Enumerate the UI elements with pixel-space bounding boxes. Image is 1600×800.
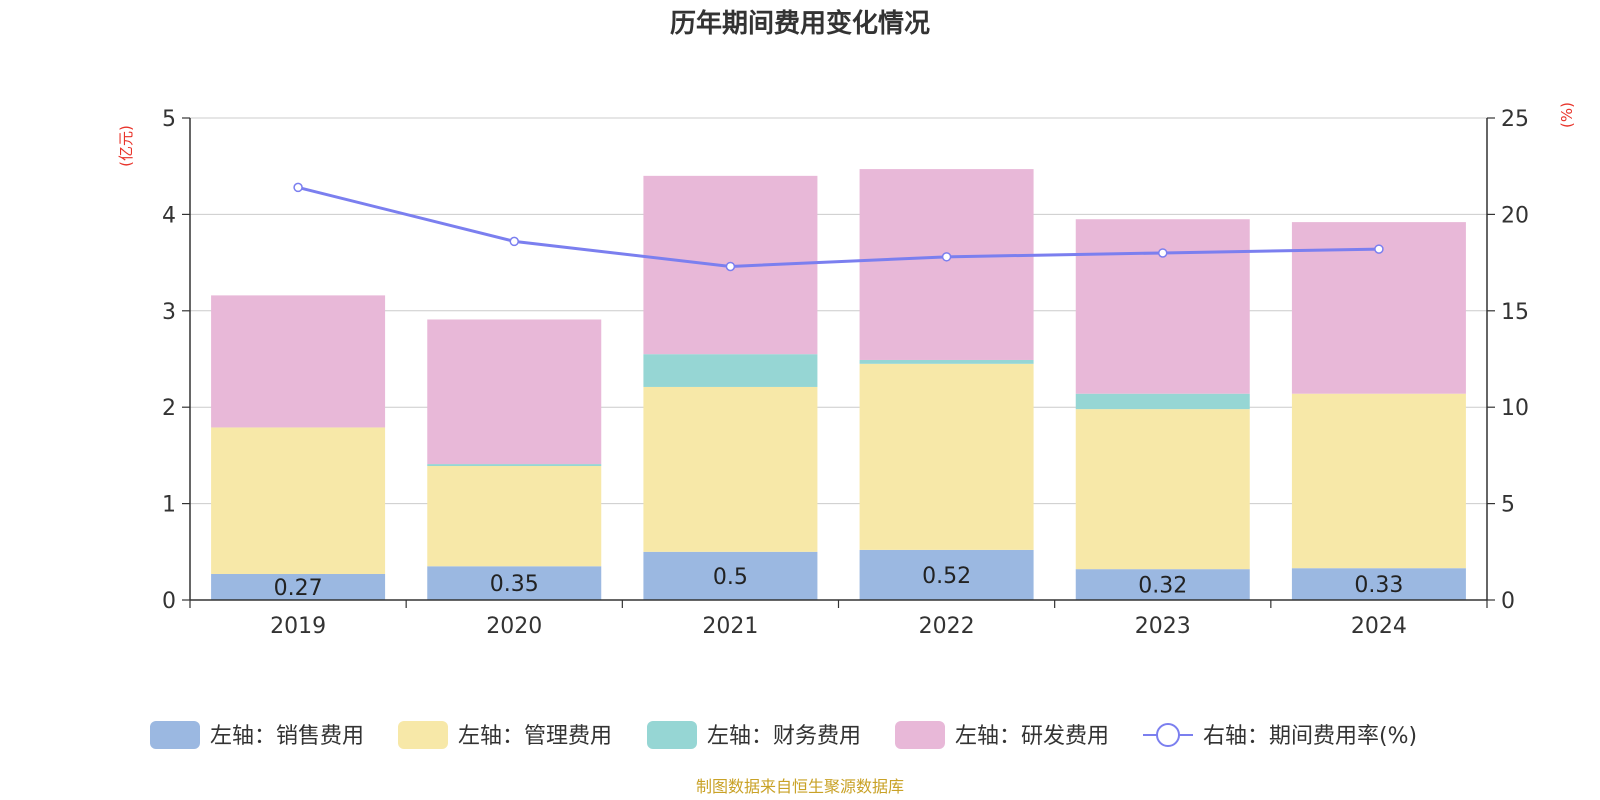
legend-item[interactable]: 左轴：财务费用: [647, 721, 861, 749]
right-axis-tick-label: 15: [1501, 300, 1529, 325]
bar-value-label: 0.27: [274, 576, 323, 601]
rate-point: [509, 236, 519, 247]
x-axis-tick-label: 2019: [270, 614, 326, 639]
legend-swatch: [647, 721, 697, 749]
bar-segment: [427, 464, 602, 467]
bar-segment: [1075, 219, 1250, 394]
legend-label: 左轴：管理费用: [458, 724, 612, 749]
left-axis-tick-label: 0: [162, 589, 176, 614]
x-axis-tick-label: 2021: [702, 614, 758, 639]
rate-point: [725, 261, 736, 272]
bar-segment: [427, 466, 602, 567]
right-axis-tick-label: 25: [1501, 107, 1529, 132]
left-axis-unit: (亿元): [117, 125, 135, 167]
bar-segment: [211, 427, 386, 574]
source-note: 制图数据来自恒生聚源数据库: [696, 777, 904, 796]
legend-swatch: [150, 721, 200, 749]
bar-segment: [859, 169, 1034, 360]
bar-segment: [1075, 393, 1250, 410]
bar-segment: [211, 573, 386, 600]
bar-segment: [859, 363, 1034, 550]
rate-point: [293, 182, 303, 193]
bar-segment: [1291, 568, 1466, 600]
line-series: [293, 182, 1384, 272]
right-axis-unit: (%): [1558, 102, 1576, 128]
bar-segment: [859, 359, 1034, 364]
bar-segment: [643, 551, 818, 600]
legend-item[interactable]: 左轴：研发费用: [895, 721, 1109, 749]
bar-value-label: 0.5: [713, 565, 748, 590]
bar-value-label: 0.52: [922, 564, 971, 589]
left-axis-tick-label: 1: [162, 493, 176, 518]
x-axis-tick-label: 2020: [486, 614, 542, 639]
left-axis-tick-label: 2: [162, 396, 176, 421]
bar-segment: [643, 386, 818, 552]
legend-item[interactable]: 左轴：销售费用: [150, 721, 364, 749]
bar-segment: [1075, 569, 1250, 600]
left-axis-tick-label: 3: [162, 300, 176, 325]
legend: 左轴：销售费用 左轴：管理费用 左轴：财务费用 左轴：研发费用 右轴：期间费用率(%): [150, 721, 1417, 749]
bar-segment: [427, 566, 602, 600]
legend-item[interactable]: 左轴：管理费用: [398, 721, 612, 749]
legend-label: 右轴：期间费用率(%): [1203, 724, 1417, 749]
chart-title: 历年期间费用变化情况: [670, 8, 930, 39]
bar-value-label: 0.33: [1354, 573, 1403, 598]
bar-value-label: 0.32: [1138, 574, 1187, 599]
bar-segment: [1291, 393, 1466, 569]
bar-series: [211, 169, 1466, 600]
legend-swatch: [398, 721, 448, 749]
left-axis-tick-label: 5: [162, 107, 176, 132]
right-axis-tick-label: 10: [1501, 396, 1529, 421]
legend-label: 左轴：研发费用: [955, 724, 1109, 749]
legend-marker: [1156, 723, 1180, 747]
rate-point: [941, 252, 952, 262]
bar-data-labels: 0.27 0.35 0.5 0.52 0.32 0.33: [274, 564, 1404, 601]
legend-label: 左轴：财务费用: [707, 724, 861, 749]
bar-segment: [859, 549, 1034, 600]
rate-point: [1158, 248, 1168, 258]
legend-label: 左轴：销售费用: [210, 724, 364, 749]
bar-segment: [427, 319, 602, 465]
bar-segment: [643, 354, 818, 387]
bar-value-label: 0.35: [490, 572, 539, 597]
x-axis-tick-label: 2022: [919, 614, 975, 639]
bar-segment: [211, 295, 386, 428]
rate-point: [1374, 244, 1384, 254]
rate-line: [297, 185, 1379, 268]
legend-swatch: [895, 721, 945, 749]
right-axis-tick-label: 20: [1501, 203, 1529, 228]
left-axis-tick-label: 4: [162, 203, 176, 228]
x-axis-tick-label: 2023: [1135, 614, 1191, 639]
right-axis-tick-label: 5: [1501, 493, 1515, 518]
x-axis-tick-label: 2024: [1351, 614, 1407, 639]
right-axis-tick-label: 0: [1501, 589, 1515, 614]
bar-segment: [1075, 409, 1250, 570]
legend-item[interactable]: 右轴：期间费用率(%): [1143, 723, 1417, 749]
